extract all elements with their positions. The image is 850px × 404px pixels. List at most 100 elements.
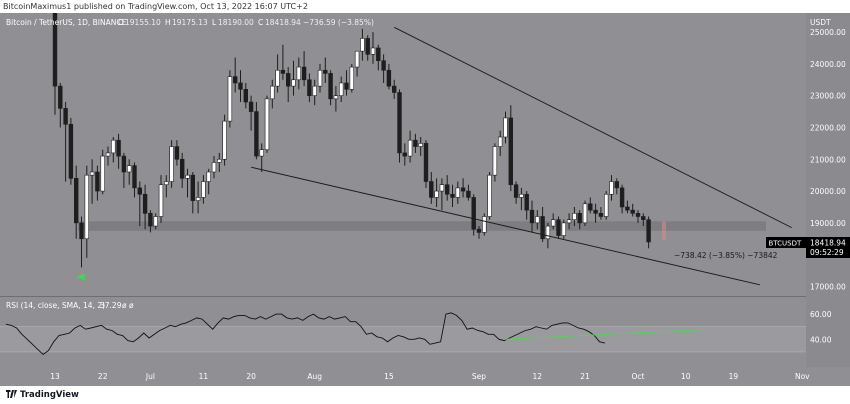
legend-h-label: H: [165, 18, 171, 27]
candle-body-down: [386, 69, 392, 87]
candle: [227, 70, 233, 128]
descending-resistance-line[interactable]: [393, 26, 792, 229]
candle-body-up: [535, 216, 540, 224]
price-tick-label: 23000.00: [810, 92, 846, 101]
candle: [111, 137, 116, 163]
candle-body-down: [466, 190, 471, 198]
time-tick-label: Nov: [795, 372, 810, 381]
time-tick-label: 13: [50, 372, 60, 381]
candle-body-up: [127, 165, 132, 173]
candle: [121, 152, 127, 188]
candle: [619, 184, 625, 214]
candle-body-down: [238, 82, 243, 90]
measure-label: −738.42 (−3.85%) −73842: [674, 251, 778, 260]
candle: [169, 140, 174, 188]
symbol-tag-text: BTCUSDT: [769, 240, 803, 248]
candle-body-up: [105, 152, 111, 157]
candle-body-up: [158, 184, 164, 217]
candle: [471, 194, 476, 236]
candle-body-down: [614, 181, 620, 189]
price-tag-value: 18418.94: [810, 239, 846, 248]
candle: [646, 216, 651, 249]
candle: [386, 63, 392, 90]
legend-change: −736.59 (−3.85%): [303, 18, 374, 27]
candle-body-down: [646, 219, 651, 243]
candle: [95, 165, 100, 201]
projection-box: [661, 221, 666, 241]
candle-body-up: [550, 219, 556, 227]
candle: [190, 171, 195, 214]
rsi-divergence-line[interactable]: [504, 328, 711, 340]
candle-body-up: [497, 136, 503, 147]
candle: [243, 82, 248, 109]
candle-body-down: [540, 216, 545, 240]
candle-body-down: [74, 178, 79, 224]
candle: [291, 60, 296, 96]
candle: [466, 184, 471, 201]
candle-body-down: [593, 209, 598, 214]
candle-body-down: [323, 69, 328, 74]
candle: [460, 178, 466, 198]
candle: [503, 111, 508, 144]
candle: [68, 117, 74, 185]
candle: [74, 165, 79, 239]
tradingview-logo[interactable]: TradingView: [6, 390, 79, 400]
candle: [487, 171, 492, 220]
chart-canvas[interactable]: Bitcoin / TetherUS, 1D, BINANCE O 19155.…: [0, 13, 850, 386]
candle-body-up: [296, 66, 301, 81]
candle: [323, 57, 328, 83]
candle: [264, 95, 270, 153]
candle-body-up: [418, 143, 423, 147]
candle-body-down: [476, 228, 482, 233]
candle: [529, 200, 535, 233]
candle: [211, 156, 217, 179]
candle: [201, 175, 206, 204]
candle: [444, 175, 450, 201]
candle: [206, 168, 211, 195]
candle: [492, 143, 498, 182]
candle-body-down: [577, 213, 582, 224]
last-price-tag[interactable]: BTCUSDT 18418.94 09:52:29: [766, 237, 850, 258]
candle: [275, 54, 280, 93]
candle: [301, 51, 307, 87]
candle: [333, 86, 339, 112]
candle: [550, 213, 556, 230]
candle-body-down: [471, 197, 476, 230]
candle-body-down: [391, 85, 397, 93]
candle: [58, 82, 63, 128]
candle-body-down: [137, 187, 142, 195]
candle: [397, 89, 402, 163]
candle-body-up: [455, 187, 460, 198]
candle: [328, 70, 333, 106]
candle-body-up: [164, 181, 169, 186]
candle: [312, 79, 317, 106]
candle: [132, 162, 137, 198]
legend-o-label: O: [118, 18, 124, 27]
candle-body-up: [582, 203, 588, 224]
price-tag-countdown: 09:52:29: [810, 248, 844, 257]
price-tick-label: 20000.00: [810, 187, 846, 196]
candle: [285, 67, 291, 103]
candle: [137, 181, 142, 227]
time-axis-bg: [0, 367, 850, 386]
legend-l: 18190.00: [218, 18, 254, 27]
candle-body-up: [519, 193, 524, 198]
candle: [164, 175, 169, 198]
candle: [222, 114, 227, 166]
candle: [142, 184, 148, 230]
candle-body-up: [84, 174, 90, 240]
candle-body-up: [482, 216, 487, 233]
candle-body-up: [270, 85, 275, 100]
descending-support-line[interactable]: [250, 166, 761, 286]
candle-body-up: [153, 216, 158, 227]
candle: [513, 181, 519, 204]
candle-body-down: [376, 47, 381, 61]
candle: [508, 105, 513, 192]
candle: [524, 191, 529, 220]
candle-body-up: [439, 184, 445, 192]
candle: [354, 50, 360, 77]
candle: [418, 137, 423, 157]
price-tick-label: 22000.00: [810, 123, 846, 132]
legend-symbol: Bitcoin / TetherUS, 1D, BINANCE: [6, 18, 127, 27]
candle-body-down: [68, 123, 74, 179]
